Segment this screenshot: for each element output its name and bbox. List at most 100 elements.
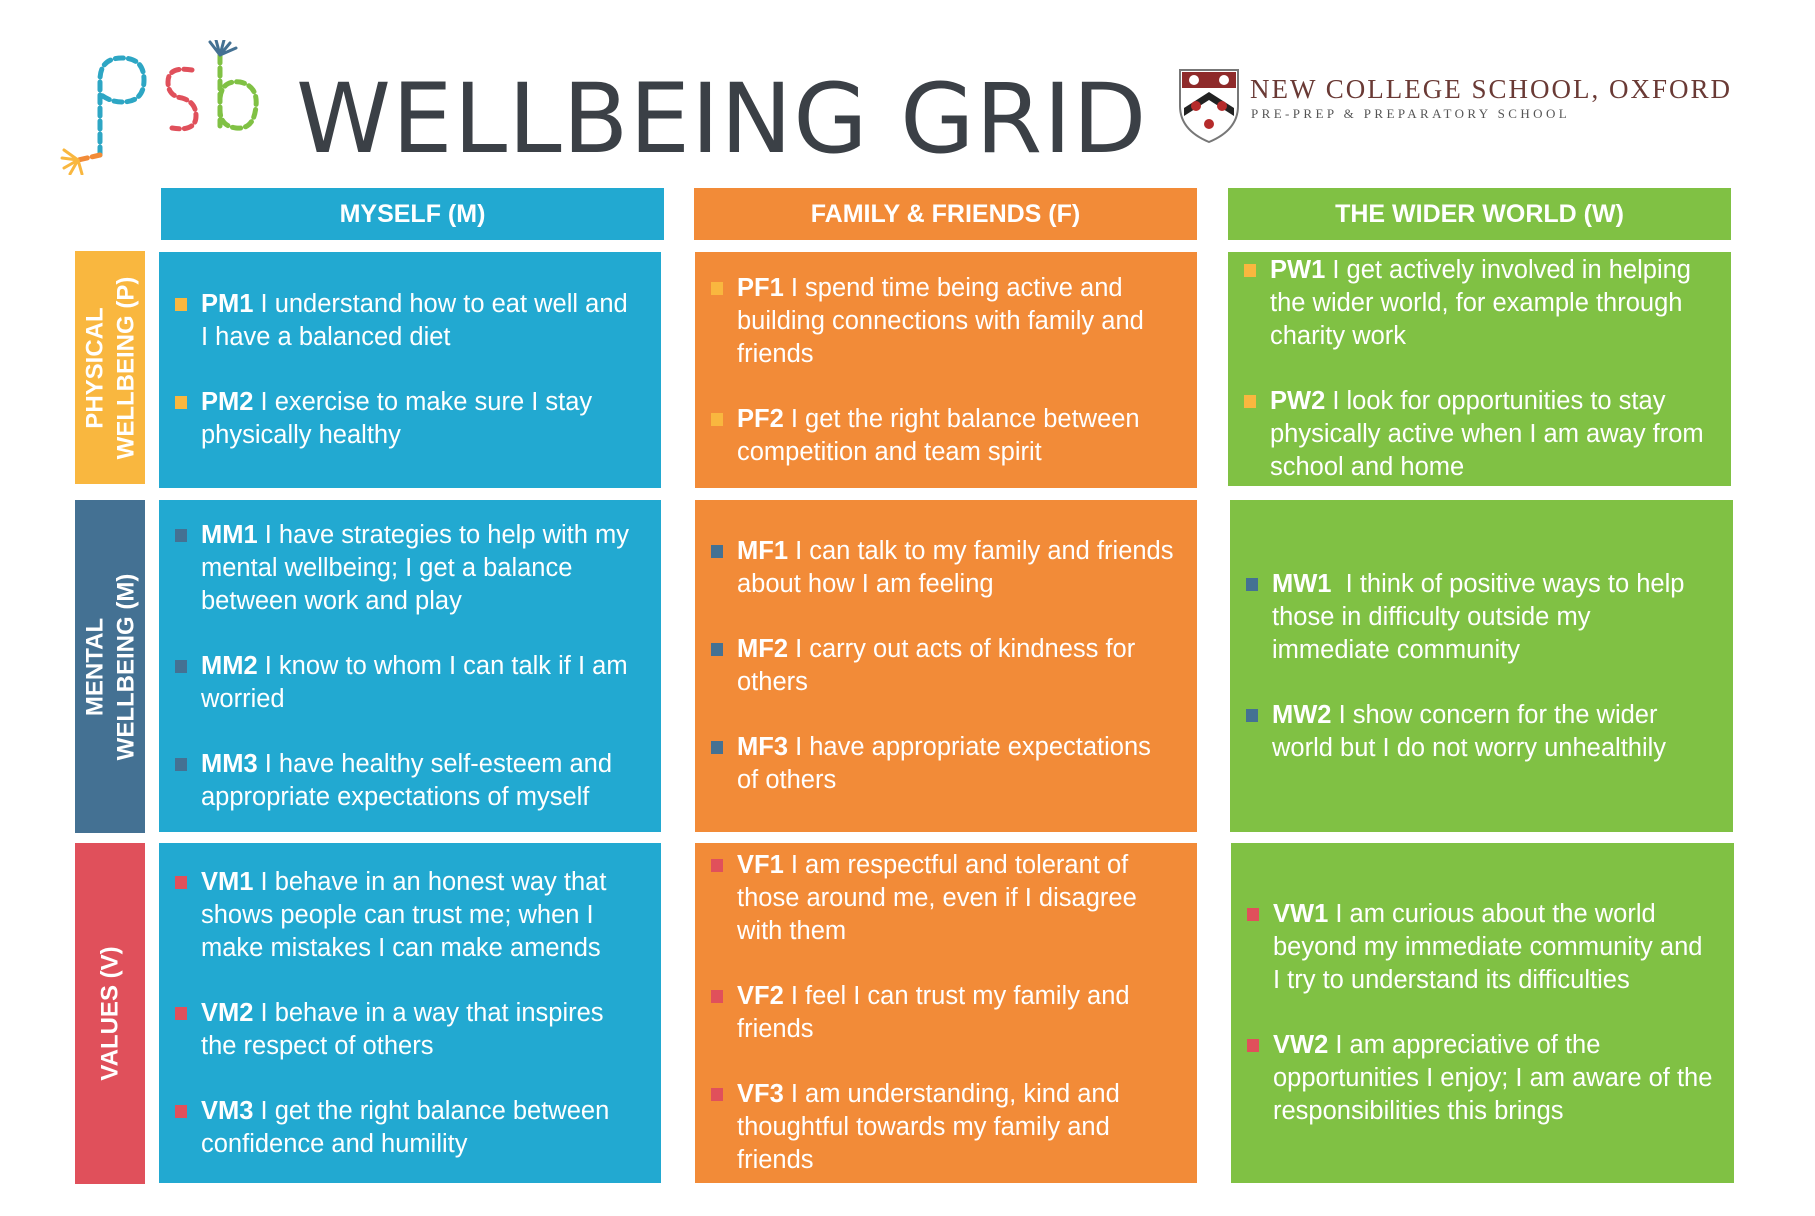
- square-bullet-icon: [711, 412, 723, 426]
- grid-item-vw1: VW1 I am curious about the world beyond …: [1247, 898, 1714, 997]
- square-bullet-icon: [711, 1088, 723, 1101]
- item-text: I am understanding, kind and thoughtful …: [737, 1080, 1127, 1174]
- school-branding: NEW COLLEGE SCHOOL, OXFORD PRE-PREP & PR…: [1176, 66, 1786, 146]
- square-bullet-icon: [1247, 1039, 1259, 1052]
- square-bullet-icon: [1244, 395, 1256, 408]
- item-code: VM3: [201, 1096, 254, 1125]
- item-code: MF1: [737, 537, 788, 565]
- grid-item-pw2: PW2 I look for opportunities to stay phy…: [1244, 385, 1711, 484]
- grid-item-pm1: PM1 I understand how to eat well and I h…: [175, 288, 641, 354]
- item-code: VW2: [1273, 1031, 1329, 1059]
- column-header-myself: MYSELF (M): [161, 188, 664, 240]
- square-bullet-icon: [175, 1006, 187, 1020]
- grid-item-pw1: PW1 I get actively involved in helping t…: [1244, 254, 1711, 353]
- cell-mental-family: MF1 I can talk to my family and friends …: [695, 500, 1197, 832]
- item-text: I have strategies to help with my mental…: [201, 520, 637, 615]
- item-text: I get the right balance between confiden…: [201, 1096, 617, 1158]
- cell-values-family: VF1 I am respectful and tolerant of thos…: [695, 843, 1197, 1183]
- grid-item-vf1: VF1 I am respectful and tolerant of thos…: [711, 849, 1177, 948]
- square-bullet-icon: [1244, 264, 1256, 277]
- column-header-wider-world: THE WIDER WORLD (W): [1228, 188, 1731, 240]
- school-crest-icon: [1179, 69, 1239, 144]
- school-name: NEW COLLEGE SCHOOL, OXFORD: [1250, 74, 1732, 104]
- item-text: I carry out acts of kindness for others: [737, 635, 1143, 696]
- school-subtitle: PRE-PREP & PREPARATORY SCHOOL: [1251, 106, 1571, 121]
- item-code: PF2: [737, 404, 784, 433]
- square-bullet-icon: [175, 875, 187, 889]
- cell-values-world: VW1 I am curious about the world beyond …: [1231, 843, 1734, 1183]
- column-header-family-friends: FAMILY & FRIENDS (F): [694, 188, 1197, 240]
- item-text: I am appreciative of the opportunities I…: [1273, 1031, 1720, 1125]
- grid-item-mw2: MW2 I show concern for the wider world b…: [1246, 699, 1713, 765]
- item-code: PW2: [1270, 387, 1326, 415]
- square-bullet-icon: [1247, 908, 1259, 921]
- item-text: I behave in an honest way that shows peo…: [201, 867, 614, 962]
- cell-physical-myself: PM1 I understand how to eat well and I h…: [159, 252, 661, 488]
- item-code: VF1: [737, 851, 784, 879]
- item-text: I look for opportunities to stay physica…: [1270, 387, 1711, 481]
- item-code: MF3: [737, 733, 788, 761]
- grid-item-mm1: MM1 I have strategies to help with my me…: [175, 519, 641, 618]
- item-code: PM1: [201, 290, 254, 318]
- item-text: I spend time being active and building c…: [737, 273, 1151, 368]
- item-text: I can talk to my family and friends abou…: [737, 537, 1181, 598]
- cell-mental-world: MW1 I think of positive ways to help tho…: [1230, 500, 1733, 832]
- item-code: MW2: [1272, 700, 1332, 729]
- square-bullet-icon: [1246, 708, 1258, 722]
- item-text: I know to whom I can talk if I am worrie…: [201, 651, 635, 713]
- grid-item-vm2: VM2 I behave in a way that inspires the …: [175, 997, 641, 1063]
- square-bullet-icon: [175, 396, 187, 409]
- square-bullet-icon: [711, 990, 723, 1003]
- item-code: PW1: [1270, 256, 1326, 284]
- grid-item-pf1: PF1 I spend time being active and buildi…: [711, 272, 1177, 371]
- row-label-values-line1: VALUES (V): [96, 946, 124, 1081]
- grid-item-mf3: MF3 I have appropriate expectations of o…: [711, 731, 1177, 797]
- row-label-physical: PHYSICAL WELLBEING (P): [75, 251, 145, 484]
- cell-mental-myself: MM1 I have strategies to help with my me…: [159, 500, 661, 832]
- grid-item-vf3: VF3 I am understanding, kind and thought…: [711, 1078, 1177, 1177]
- grid-item-mf1: MF1 I can talk to my family and friends …: [711, 535, 1177, 601]
- item-text: I get the right balance between competit…: [737, 404, 1147, 466]
- grid-item-mf2: MF2 I carry out acts of kindness for oth…: [711, 633, 1177, 699]
- item-text: I have appropriate expectations of other…: [737, 733, 1158, 794]
- grid-item-mm2: MM2 I know to whom I can talk if I am wo…: [175, 650, 641, 716]
- square-bullet-icon: [711, 741, 723, 754]
- row-label-mental: MENTAL WELLBEING (M): [75, 500, 145, 833]
- item-code: VW1: [1273, 900, 1329, 928]
- item-text: I think of positive ways to help those i…: [1272, 569, 1692, 664]
- item-text: I show concern for the wider world but I…: [1272, 700, 1667, 762]
- item-code: VM2: [201, 998, 254, 1027]
- row-label-physical-line2: WELLBEING (P): [112, 276, 139, 459]
- grid-item-pf2: PF2 I get the right balance between comp…: [711, 403, 1177, 469]
- row-label-values: VALUES (V): [75, 843, 145, 1184]
- grid-item-pm2: PM2 I exercise to make sure I stay physi…: [175, 386, 641, 452]
- square-bullet-icon: [175, 1104, 187, 1118]
- grid-item-vm3: VM3 I get the right balance between conf…: [175, 1095, 641, 1161]
- square-bullet-icon: [175, 528, 187, 542]
- grid-item-mm3: MM3 I have healthy self-esteem and appro…: [175, 748, 641, 814]
- item-code: MM1: [201, 520, 258, 549]
- square-bullet-icon: [711, 545, 723, 558]
- item-text: I behave in a way that inspires the resp…: [201, 998, 611, 1060]
- item-text: I exercise to make sure I stay physicall…: [201, 388, 600, 449]
- square-bullet-icon: [711, 859, 723, 872]
- cell-physical-world: PW1 I get actively involved in helping t…: [1228, 252, 1731, 486]
- grid-item-vm1: VM1 I behave in an honest way that shows…: [175, 866, 641, 965]
- item-text: I have healthy self-esteem and appropria…: [201, 749, 620, 811]
- item-code: MW1: [1272, 569, 1332, 598]
- item-text: I get actively involved in helping the w…: [1270, 256, 1699, 350]
- item-code: MF2: [737, 635, 788, 663]
- row-label-mental-line1: MENTAL: [81, 617, 109, 716]
- square-bullet-icon: [175, 659, 187, 673]
- square-bullet-icon: [711, 281, 723, 295]
- item-code: MM2: [201, 651, 258, 680]
- psb-logo: [60, 40, 259, 175]
- item-code: VM1: [201, 867, 254, 896]
- item-text: I understand how to eat well and I have …: [201, 290, 635, 351]
- item-code: VF3: [737, 1080, 784, 1108]
- grid-item-mw1: MW1 I think of positive ways to help tho…: [1246, 568, 1713, 667]
- square-bullet-icon: [711, 643, 723, 656]
- cell-physical-family: PF1 I spend time being active and buildi…: [695, 252, 1197, 488]
- item-code: PM2: [201, 388, 254, 416]
- square-bullet-icon: [1246, 577, 1258, 591]
